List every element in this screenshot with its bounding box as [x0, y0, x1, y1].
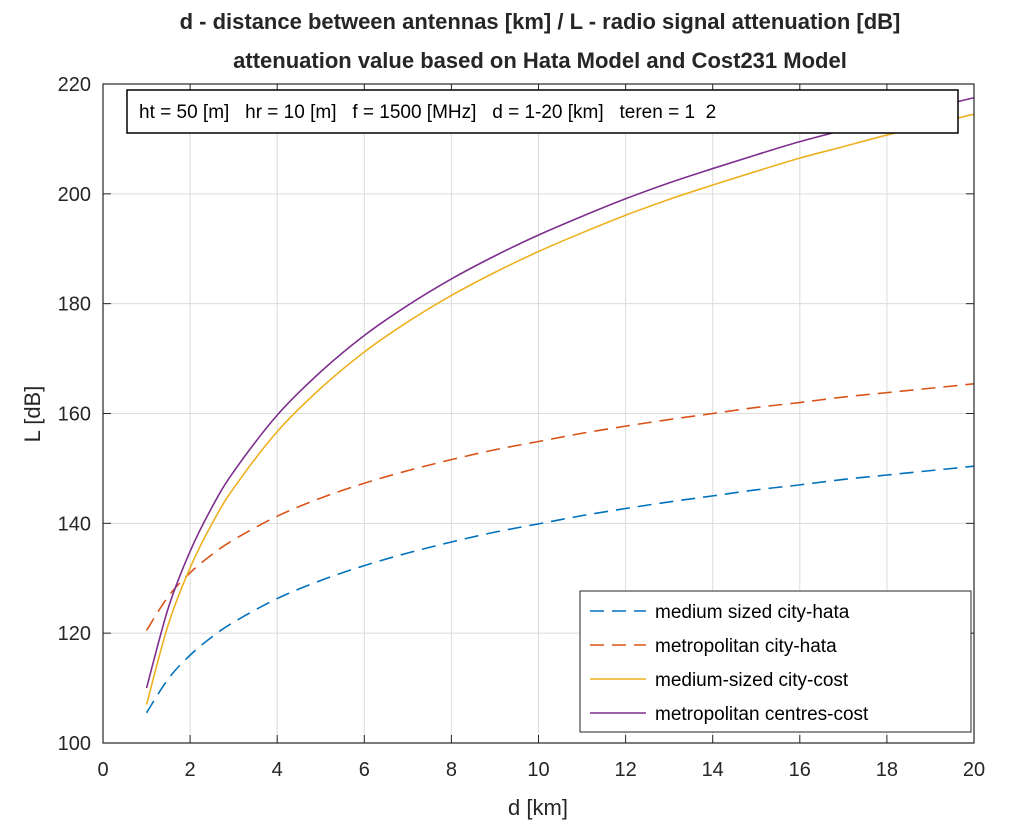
- series-line-3: [145, 96, 974, 689]
- annotation-frame: [126, 89, 959, 134]
- x-tick-label: 0: [97, 759, 108, 781]
- x-tick-label: 4: [272, 759, 283, 781]
- y-tick-label: 120: [58, 623, 91, 645]
- x-tick-label: 18: [876, 759, 898, 781]
- y-tick-label: 180: [58, 294, 91, 316]
- x-tick-label: 10: [527, 759, 549, 781]
- x-tick-label: 12: [614, 759, 636, 781]
- x-tick-label: 14: [702, 759, 724, 781]
- x-tick-label: 6: [359, 759, 370, 781]
- y-tick-label: 200: [58, 184, 91, 206]
- legend: medium sized city-hata metropolitan city-…: [579, 590, 972, 733]
- chart-title: d - distance between antennas [km] / L -…: [180, 9, 901, 34]
- series-lines: [145, 96, 974, 714]
- y-tick-label: 140: [58, 513, 91, 535]
- annotation-box: ht = 50 [m] hr = 10 [m] f = 1500 [MHz] d…: [126, 89, 959, 134]
- x-tick-label: 8: [446, 759, 457, 781]
- x-axis-label: d [km]: [508, 795, 568, 820]
- x-tick-label: 2: [185, 759, 196, 781]
- x-tick-label: 20: [963, 759, 985, 781]
- annotation-text: ht = 50 [m] hr = 10 [m] f = 1500 [MHz] d…: [139, 102, 716, 123]
- series-line-0: [145, 465, 974, 714]
- chart-subtitle: attenuation value based on Hata Model an…: [233, 48, 847, 73]
- legend-frame: [579, 590, 972, 733]
- legend-label-0: medium sized city-hata: [655, 602, 850, 623]
- legend-label-1: metropolitan city-hata: [655, 636, 837, 657]
- series-line-2: [145, 113, 974, 705]
- legend-label-3: metropolitan centres-cost: [655, 704, 869, 725]
- axis-ticks: 0 2 4 6 8 10 12 14 16 18 20 100 120 140 160 180 200 220: [58, 74, 986, 781]
- y-tick-label: 160: [58, 404, 91, 426]
- y-tick-label: 100: [58, 733, 91, 755]
- y-tick-label: 220: [58, 74, 91, 96]
- y-axis-label: L [dB]: [20, 386, 45, 443]
- x-tick-label: 16: [789, 759, 811, 781]
- series-line-1: [145, 383, 974, 631]
- legend-label-2: medium-sized city-cost: [655, 670, 849, 691]
